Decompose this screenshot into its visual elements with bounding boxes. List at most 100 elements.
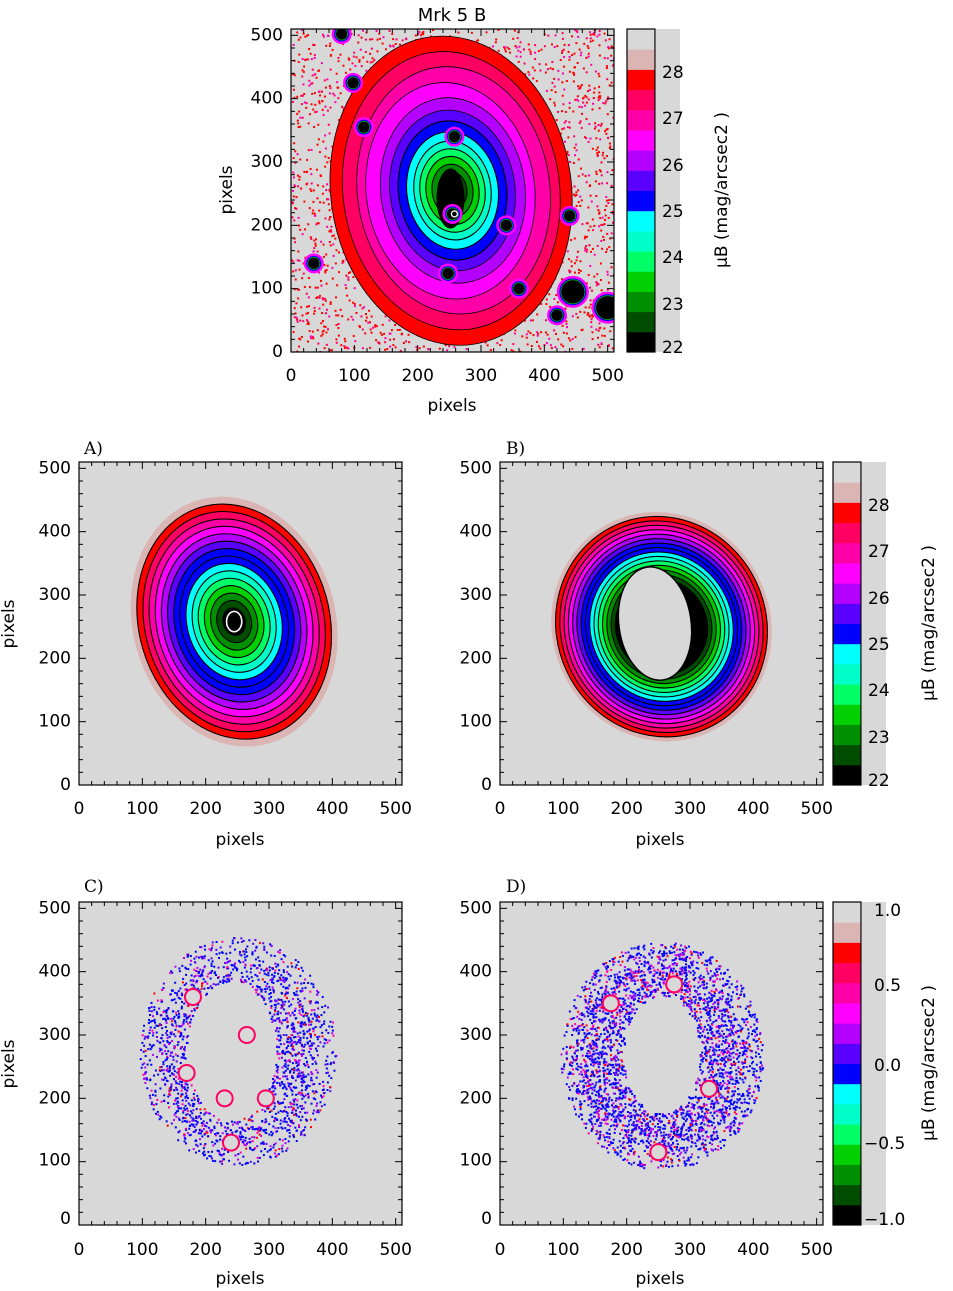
sky-noise-pixel (293, 237, 296, 240)
residual-pixel (296, 1099, 299, 1102)
sky-noise-pixel (605, 65, 608, 68)
residual-pixel (290, 1044, 293, 1047)
residual-pixel (318, 1020, 321, 1023)
sky-noise-pixel (536, 334, 539, 337)
residual-pixel (310, 1076, 313, 1079)
residual-pixel (249, 1146, 252, 1149)
residual-pixel (200, 955, 203, 958)
residual-pixel (283, 1098, 286, 1101)
sky-noise-pixel (383, 332, 386, 335)
sky-noise-pixel (373, 59, 376, 62)
sky-noise-pixel (324, 299, 327, 302)
sky-noise-pixel (557, 69, 560, 72)
sky-noise-pixel (334, 101, 337, 104)
residual-pixel (258, 1156, 261, 1159)
residual-pixel (225, 1122, 228, 1125)
sky-noise-pixel (595, 328, 598, 331)
residual-pixel (225, 952, 228, 955)
residual-pixel (263, 972, 266, 975)
residual-pixel (293, 1014, 296, 1017)
sky-noise-pixel (337, 327, 340, 330)
residual-pixel (245, 980, 248, 983)
sky-noise-pixel (588, 185, 591, 188)
point-source (595, 295, 614, 321)
sky-noise-pixel (291, 73, 294, 76)
residual-pixel (222, 980, 225, 983)
sky-noise-pixel (370, 331, 373, 334)
sky-noise-pixel (317, 69, 320, 72)
residual-pixel (274, 1008, 277, 1011)
residual-pixel (169, 1065, 172, 1068)
residual-pixel (211, 960, 214, 963)
point-source (560, 279, 586, 305)
residual-pixel (332, 1034, 335, 1037)
sky-noise-pixel (358, 325, 361, 328)
residual-pixel (246, 945, 249, 948)
residual-pixel (298, 1009, 301, 1012)
residual-pixel (331, 1032, 334, 1035)
residual-pixel (211, 1157, 214, 1160)
residual-pixel (159, 1087, 162, 1090)
sky-noise-pixel (602, 102, 605, 105)
residual-pixel (277, 1065, 280, 1068)
residual-pixel (304, 978, 307, 981)
residual-pixel (262, 942, 265, 945)
sky-noise-pixel (314, 242, 317, 245)
sky-noise-pixel (606, 57, 609, 60)
residual-pixel (198, 1115, 201, 1118)
residual-pixel (296, 1041, 299, 1044)
residual-pixel (251, 1140, 254, 1143)
sky-noise-pixel (297, 216, 300, 219)
residual-pixel (274, 1117, 277, 1120)
residual-pixel (173, 998, 176, 1001)
sky-noise-pixel (294, 278, 297, 281)
sky-noise-pixel (391, 32, 394, 35)
sky-noise-pixel (526, 343, 529, 346)
residual-pixel (185, 1020, 188, 1023)
residual-pixel (299, 1031, 302, 1034)
residual-pixel (285, 1034, 288, 1037)
residual-pixel (168, 1043, 171, 1046)
sky-noise-pixel (587, 206, 590, 209)
residual-pixel (153, 1006, 156, 1009)
sky-noise-pixel (569, 160, 572, 163)
residual-pixel (176, 994, 179, 997)
residual-pixel (249, 967, 252, 970)
residual-pixel (221, 940, 224, 943)
residual-pixel (180, 1005, 183, 1008)
sky-noise-pixel (568, 269, 571, 272)
residual-pixel (321, 1031, 324, 1034)
sky-noise-pixel (597, 96, 600, 99)
sky-noise-pixel (551, 68, 554, 71)
sky-noise-pixel (358, 60, 361, 63)
sky-noise-pixel (307, 277, 310, 280)
sky-noise-pixel (586, 248, 589, 251)
residual-pixel (292, 1122, 295, 1125)
residual-pixel (208, 948, 211, 951)
sky-noise-pixel (597, 129, 600, 132)
sky-noise-pixel (596, 336, 599, 339)
residual-pixel (286, 1025, 289, 1028)
sky-noise-pixel (305, 312, 308, 315)
observed-y-tick-200: 200 (251, 215, 283, 235)
sky-noise-pixel (598, 225, 601, 228)
residual-pixel (321, 995, 324, 998)
residual-pixel (227, 978, 230, 981)
sky-noise-pixel (599, 217, 602, 220)
residual-pixel (236, 941, 239, 944)
residual-pixel (240, 954, 243, 957)
sky-noise-pixel (346, 294, 349, 297)
sky-noise-pixel (485, 31, 488, 34)
residual-pixel (154, 1069, 157, 1072)
sky-noise-pixel (523, 62, 526, 65)
sky-noise-pixel (525, 336, 528, 339)
residual-pixel (207, 972, 210, 975)
residual-pixel (249, 1160, 252, 1163)
residual-pixel (251, 979, 254, 982)
residual-pixel (144, 1081, 147, 1084)
sky-noise-pixel (484, 341, 487, 344)
residual-pixel (201, 1130, 204, 1133)
residual-pixel (211, 1129, 214, 1132)
residual-pixel (302, 1076, 305, 1079)
sky-noise-pixel (601, 334, 604, 337)
